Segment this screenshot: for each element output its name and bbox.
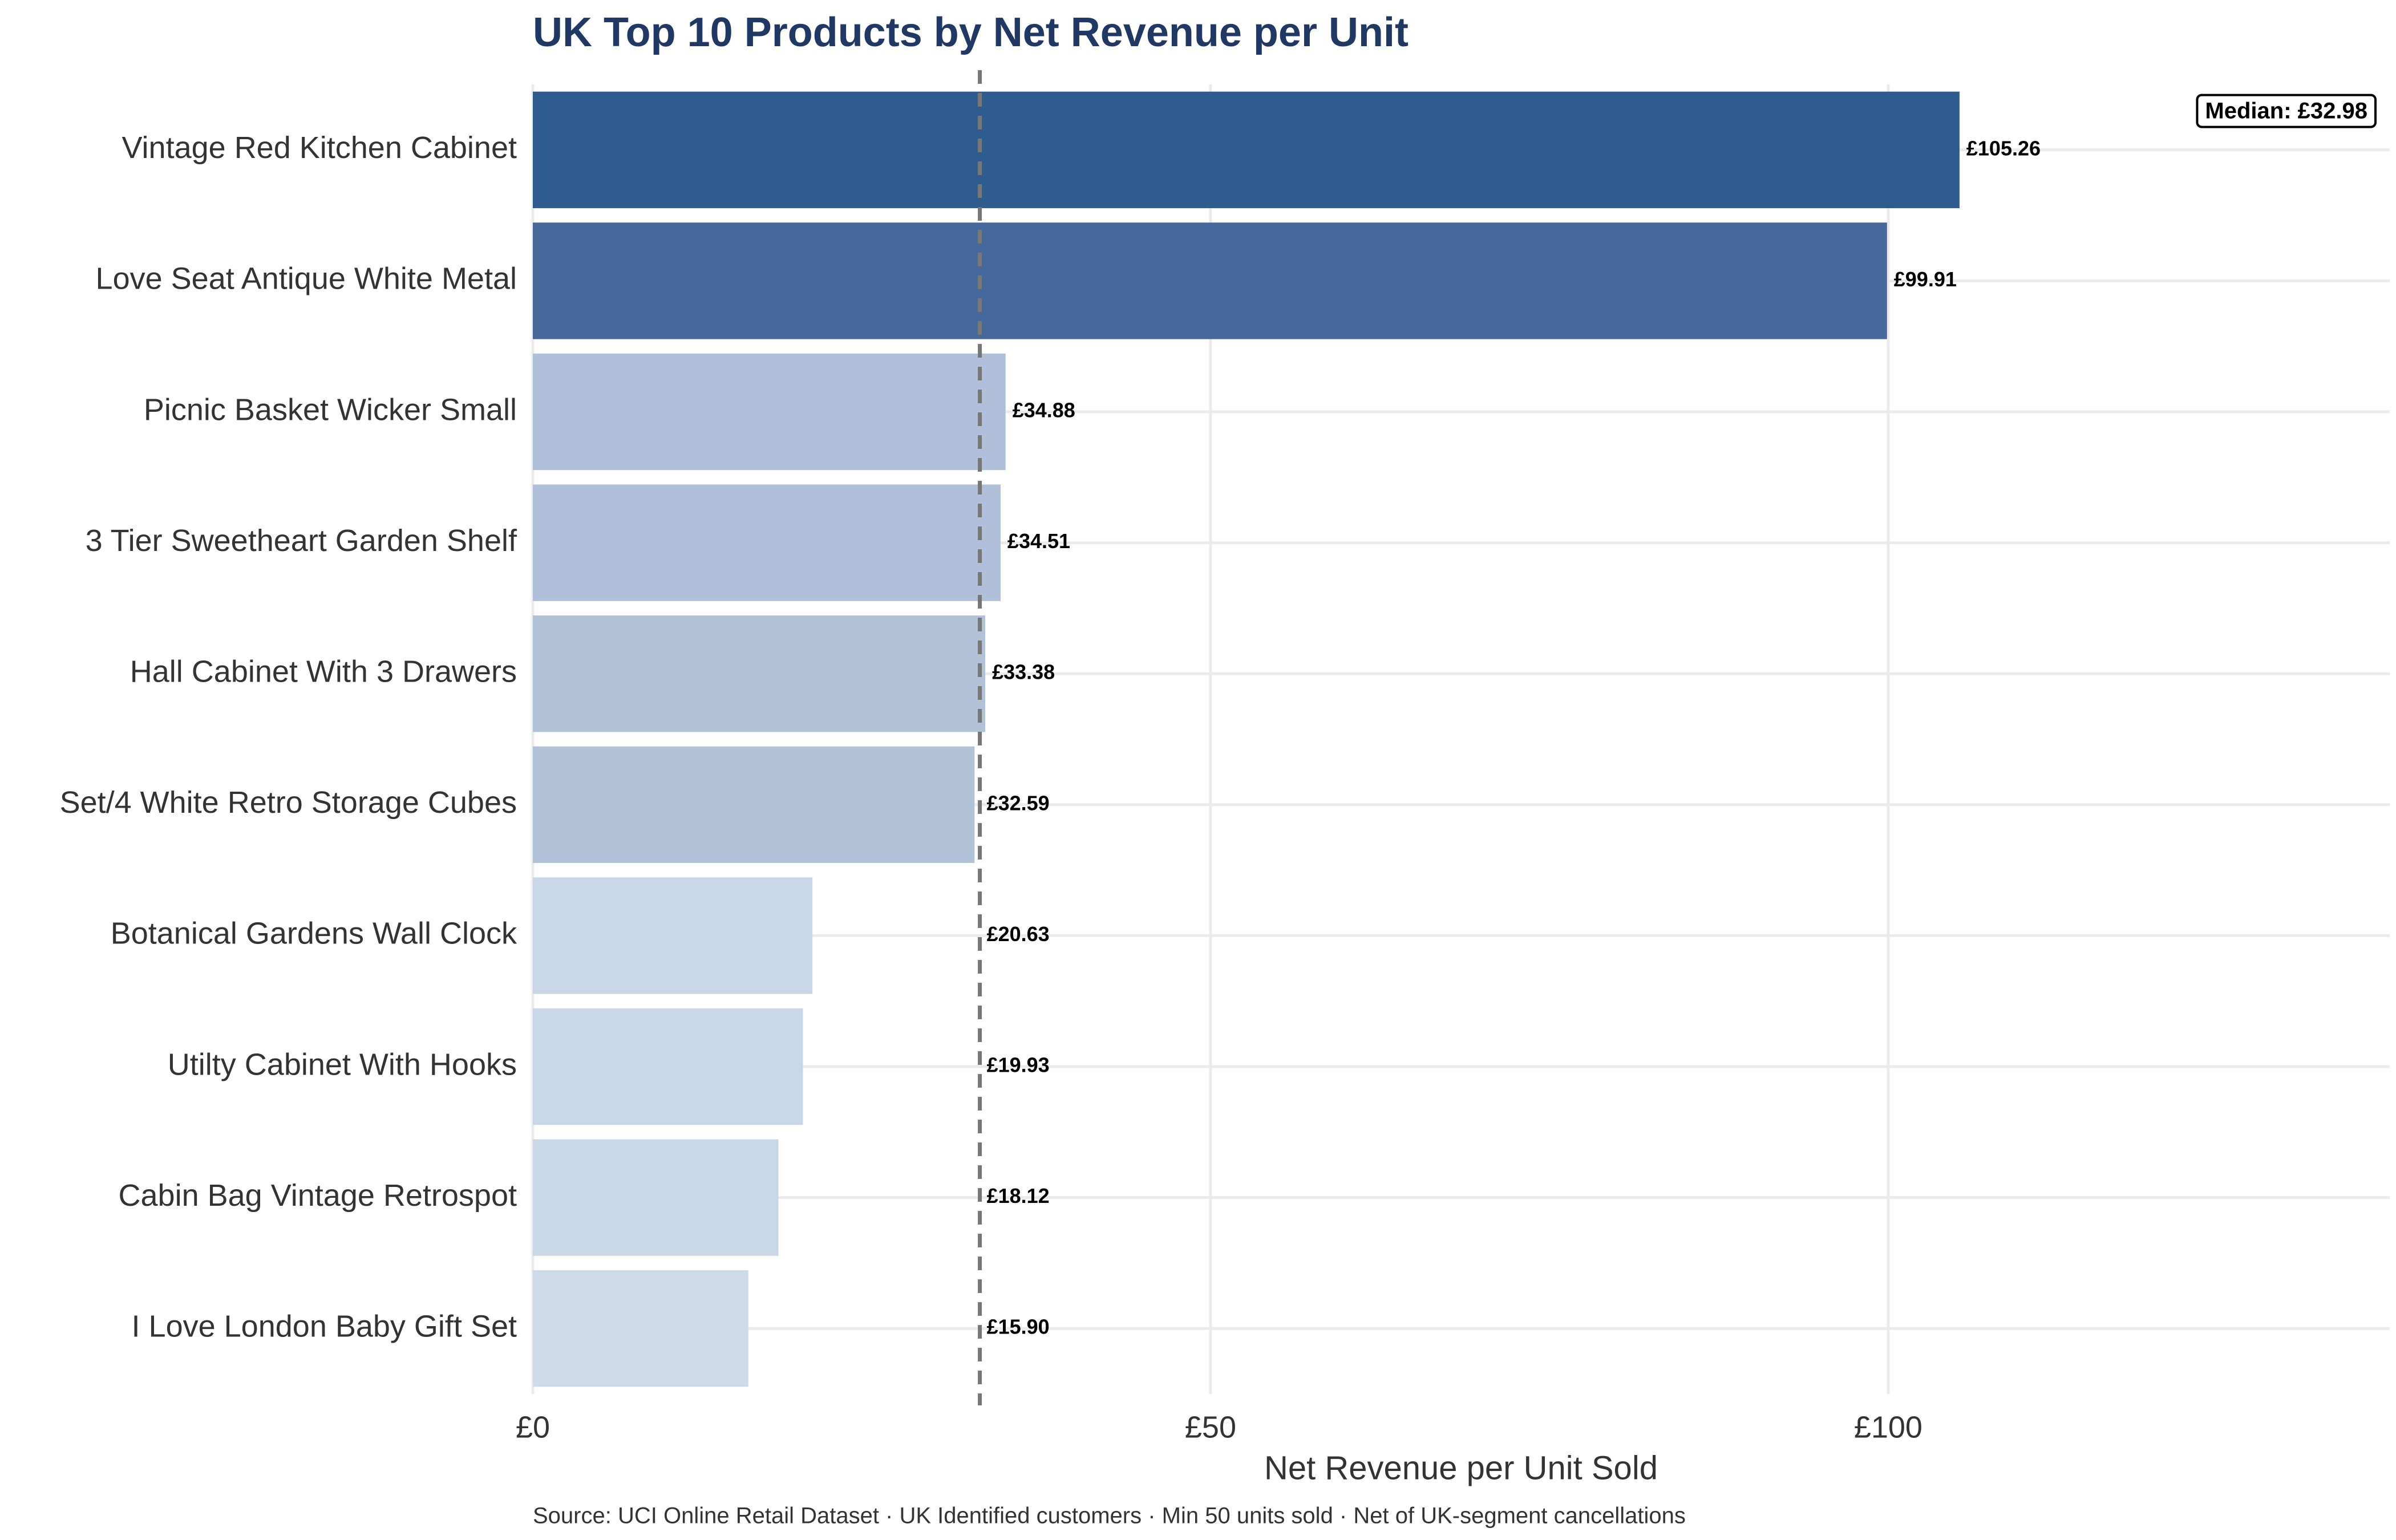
caption: Source: UCI Online Retail Dataset · UK I… <box>533 1503 1686 1529</box>
x-tick-label: £100 <box>1854 1410 1923 1444</box>
value-label: £20.63 <box>987 922 1050 946</box>
y-tick-label: Utilty Cabinet With Hooks <box>168 1047 517 1081</box>
bar <box>533 615 986 732</box>
bars <box>533 91 1960 1387</box>
median-label-box <box>2196 94 2377 128</box>
value-label: £105.26 <box>1966 136 2041 160</box>
x-tick-label: £50 <box>1185 1410 1236 1444</box>
value-label: £33.38 <box>992 660 1055 684</box>
value-label: £99.91 <box>1894 268 1957 291</box>
y-tick-label: Set/4 White Retro Storage Cubes <box>60 785 517 820</box>
y-tick-label: 3 Tier Sweetheart Garden Shelf <box>86 524 517 558</box>
y-tick-label: I Love London Baby Gift Set <box>132 1309 517 1343</box>
bar <box>533 877 813 994</box>
y-tick-label: Vintage Red Kitchen Cabinet <box>122 131 517 165</box>
y-tick-label: Love Seat Antique White Metal <box>96 262 517 296</box>
median-label: Median: £32.98 <box>2205 99 2367 124</box>
x-tick-label: £0 <box>516 1410 550 1444</box>
bar <box>533 484 1001 601</box>
bar <box>533 91 1960 208</box>
y-tick-label: Picnic Basket Wicker Small <box>144 392 517 427</box>
bar <box>533 1139 779 1256</box>
chart-title: UK Top 10 Products by Net Revenue per Un… <box>533 10 1409 55</box>
bar <box>533 1008 803 1125</box>
value-label: £32.59 <box>987 791 1050 814</box>
y-tick-label: Cabin Bag Vintage Retrospot <box>119 1178 517 1213</box>
x-axis-title: Net Revenue per Unit Sold <box>1264 1449 1658 1486</box>
value-label: £18.12 <box>987 1184 1050 1207</box>
value-label: £34.51 <box>1007 529 1070 553</box>
bar <box>533 1270 748 1387</box>
value-label: £15.90 <box>987 1315 1050 1339</box>
value-label: £19.93 <box>987 1053 1050 1077</box>
bar <box>533 746 975 863</box>
bar <box>533 353 1006 471</box>
y-tick-label: Botanical Gardens Wall Clock <box>111 917 517 951</box>
value-label: £34.88 <box>1013 399 1075 422</box>
y-tick-label: Hall Cabinet With 3 Drawers <box>130 654 517 688</box>
bar <box>533 222 1887 339</box>
